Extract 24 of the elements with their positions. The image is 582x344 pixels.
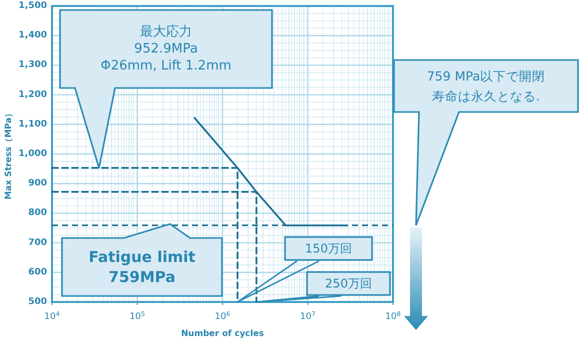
x-axis-title: Number of cycles [181,329,264,339]
text: 寿命は永久となる. [432,88,540,104]
y-tick-label: 600 [28,267,47,278]
x-tick-label: 10$^{7}$ [300,310,316,322]
annotation: 150万回 [305,242,352,256]
annotation: Fatigue limit 759MPa [88,248,196,286]
x-tick-label: 10$^{4}$ [44,310,60,322]
annotation: 最大応力 952.9MPa Φ26mm, Lift 1.2mm [100,24,232,74]
x-tick-label: 10$^{5}$ [130,310,145,322]
y-tick-label: 800 [28,208,47,218]
y-tick-label: 700 [28,238,47,248]
y-tick-label: 1,200 [18,90,47,100]
y-tick-label: 900 [28,178,47,189]
y-tick-label: 1,000 [18,149,47,159]
y-tick-label: 1,500 [18,1,47,11]
text: 759 MPa以下で開閉 [426,68,546,84]
annotation: 250万回 [325,276,372,290]
x-tick-label: 10$^{8}$ [385,310,401,322]
y-tick-label: 1,100 [18,119,47,130]
y-tick-label: 1,400 [18,30,47,41]
y-axis-title: Max Stress（MPa） [4,108,14,200]
y-tick-label: 1,300 [18,60,47,70]
x-tick-label: 10$^{6}$ [214,310,230,322]
y-tick-label: 500 [28,297,47,307]
